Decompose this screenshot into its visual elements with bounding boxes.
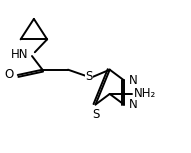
Text: O: O [5,69,14,82]
Text: S: S [85,70,93,83]
Text: HN: HN [11,48,28,61]
Text: NH₂: NH₂ [134,87,157,100]
Text: N: N [129,98,138,111]
Text: N: N [129,74,138,87]
Text: S: S [92,108,99,121]
